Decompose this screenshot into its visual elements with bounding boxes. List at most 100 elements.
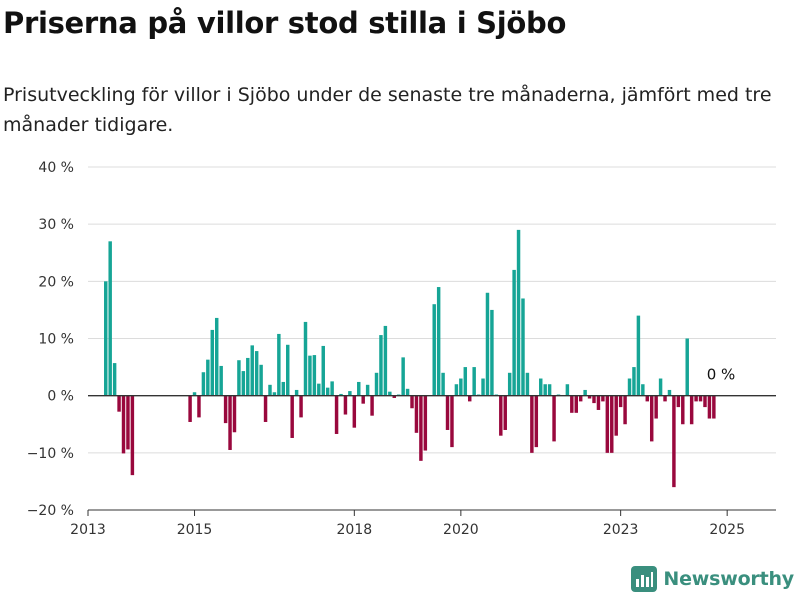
bar [445,395,450,430]
bar [596,395,601,410]
axes: −20 % −10 % 0 % 10 % 20 % 30 % 40 % 2013 2015 201… [27,160,776,538]
bar [645,395,650,402]
bar [521,298,525,396]
bar [365,384,370,396]
bar [663,395,667,402]
bar [268,384,272,396]
bar [530,395,534,453]
bar [201,372,206,396]
bar [241,371,246,396]
bar [547,384,552,396]
bar [450,395,454,448]
bar [206,359,210,396]
bar [703,395,707,408]
y-tick-label: 0 % [47,389,74,405]
bar [334,395,339,434]
bar [112,363,117,396]
bar [317,383,321,396]
x-tick-label: 2020 [443,522,479,538]
bar [454,384,459,396]
bar [294,389,299,396]
bar [587,395,592,399]
bar [552,395,556,442]
bar [436,287,441,396]
bar [490,309,494,396]
bar [432,304,436,396]
bar [610,395,614,453]
bar [210,329,215,396]
bar [565,384,570,396]
bar [352,395,357,428]
bar [330,381,334,396]
bar [312,355,317,396]
bar [405,388,410,396]
bar [539,378,543,396]
bar [117,395,121,412]
y-tick-label: 30 % [38,217,74,233]
bar [237,360,241,396]
bar [299,395,303,418]
bar [592,395,596,404]
bar [197,395,201,418]
bar [694,395,698,402]
bar [383,325,388,396]
bar [419,395,423,461]
bar [104,281,108,396]
bar [303,321,308,396]
bar [698,395,703,402]
bar [343,395,348,415]
bar [232,395,237,433]
bar [361,395,365,404]
page-title: Priserna på villor stod stilla i Sjöbo [3,6,567,40]
bar [401,357,405,396]
bar [277,333,281,396]
bar [392,395,396,398]
bar [188,395,192,422]
bar [286,344,290,396]
bar [321,345,325,396]
bar [681,395,685,425]
bar [259,364,263,396]
y-tick-label: −20 % [27,503,74,519]
bar [214,317,219,396]
x-tick-label: 2023 [603,522,639,538]
bar [423,395,428,451]
bar [468,395,472,402]
x-tick-label: 2015 [177,522,213,538]
bar [627,378,632,396]
bar [632,367,636,396]
bar [228,395,232,450]
bar [374,372,379,396]
y-tick-label: −10 % [27,446,74,462]
bar [654,395,658,419]
bar [623,395,627,425]
bar [503,395,507,430]
bar [130,395,135,476]
bar [649,395,654,442]
bar [507,372,512,396]
annotations: 0 % [707,366,736,384]
bar [108,241,112,396]
bar [499,395,503,436]
bar [636,315,641,396]
bar [667,389,672,396]
x-tick-label: 2013 [70,522,106,538]
bar [481,378,485,396]
bar [272,392,277,396]
bar [325,387,330,396]
bar [672,395,676,488]
bar [485,292,490,396]
bar [290,395,294,438]
bar [516,229,521,396]
bar [263,395,268,422]
bar [441,372,445,396]
bar [223,395,228,424]
bar [192,392,197,396]
bar [463,367,468,396]
bar [246,357,250,396]
bar [388,391,392,396]
bar [281,381,286,396]
bar [601,395,605,402]
page-subtitle: Prisutveckling för villor i Sjöbo under … [3,84,772,136]
bar [658,378,663,396]
